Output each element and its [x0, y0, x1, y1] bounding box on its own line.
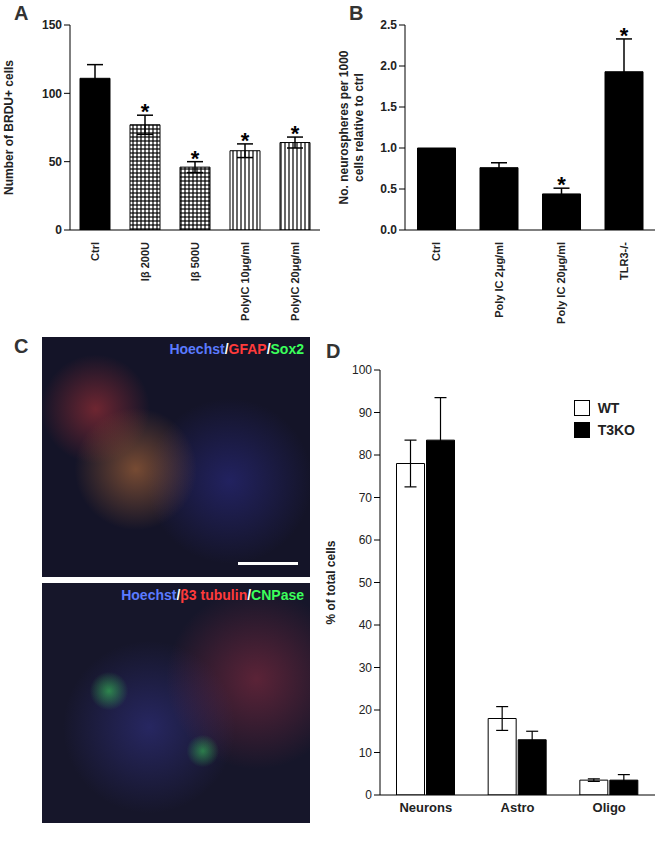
- html-text:WT: WT: [597, 400, 620, 416]
- svg-text:2.5: 2.5: [380, 18, 397, 32]
- svg-text:Neurons: Neurons: [399, 800, 452, 815]
- html-text:Hoechst / GFAP / Sox2: Hoechst / GFAP / Sox2: [169, 341, 304, 357]
- svg-text:Oligo: Oligo: [593, 800, 626, 815]
- svg-text:PolyIC 10μg/ml: PolyIC 10μg/ml: [239, 242, 251, 321]
- svg-text:0: 0: [55, 223, 62, 237]
- svg-text:90: 90: [359, 406, 373, 420]
- svg-text:20: 20: [359, 703, 373, 717]
- svg-text:TLR3-/-: TLR3-/-: [618, 242, 630, 280]
- svg-text:Astro: Astro: [501, 800, 535, 815]
- svg-text:*: *: [141, 99, 150, 124]
- svg-text:*: *: [191, 146, 200, 171]
- svg-text:80: 80: [359, 448, 373, 462]
- html-text:A: A: [14, 2, 29, 24]
- html-text:Hoechst / β3 tubulin / CNPase: Hoechst / β3 tubulin / CNPase: [121, 587, 304, 603]
- svg-text:100: 100: [42, 87, 62, 101]
- svg-text:Iβ 200U: Iβ 200U: [139, 242, 151, 281]
- svg-text:1.0: 1.0: [380, 141, 397, 155]
- svg-text:*: *: [291, 121, 300, 146]
- svg-text:0.5: 0.5: [380, 182, 397, 196]
- html-text:B: B: [349, 2, 364, 24]
- html-text:C: C: [14, 335, 29, 357]
- svg-text:100: 100: [352, 363, 372, 377]
- svg-text:Poly IC 2μg/ml: Poly IC 2μg/ml: [493, 242, 505, 318]
- html-text:cells relative to ctrl: cells relative to ctrl: [352, 73, 366, 182]
- svg-text:30: 30: [359, 661, 373, 675]
- svg-text:Ctrl: Ctrl: [89, 242, 101, 261]
- svg-text:60: 60: [359, 533, 373, 547]
- html-text:No. neurospheres per 1000: No. neurospheres per 1000: [337, 50, 351, 205]
- svg-text:0.0: 0.0: [380, 223, 397, 237]
- svg-text:70: 70: [359, 491, 373, 505]
- svg-text:50: 50: [49, 155, 63, 169]
- svg-text:40: 40: [359, 618, 373, 632]
- svg-text:Iβ 500U: Iβ 500U: [189, 242, 201, 281]
- html-text:T3KO: T3KO: [597, 422, 635, 438]
- svg-text:150: 150: [42, 18, 62, 32]
- svg-text:*: *: [620, 23, 629, 48]
- svg-text:2.0: 2.0: [380, 59, 397, 73]
- html-text:Number of BRDU+ cells: Number of BRDU+ cells: [2, 60, 16, 195]
- svg-text:*: *: [557, 172, 566, 197]
- svg-text:PolyIC 20μg/ml: PolyIC 20μg/ml: [289, 242, 301, 321]
- svg-text:1.5: 1.5: [380, 100, 397, 114]
- html-text:D: D: [326, 340, 341, 362]
- html-text:% of total cells: % of total cells: [324, 540, 338, 625]
- svg-text:10: 10: [359, 746, 373, 760]
- svg-text:50: 50: [359, 576, 373, 590]
- svg-text:0: 0: [365, 788, 372, 802]
- svg-text:*: *: [241, 128, 250, 153]
- svg-text:Ctrl: Ctrl: [430, 242, 442, 261]
- svg-text:Poly IC 20μg/ml: Poly IC 20μg/ml: [555, 242, 567, 324]
